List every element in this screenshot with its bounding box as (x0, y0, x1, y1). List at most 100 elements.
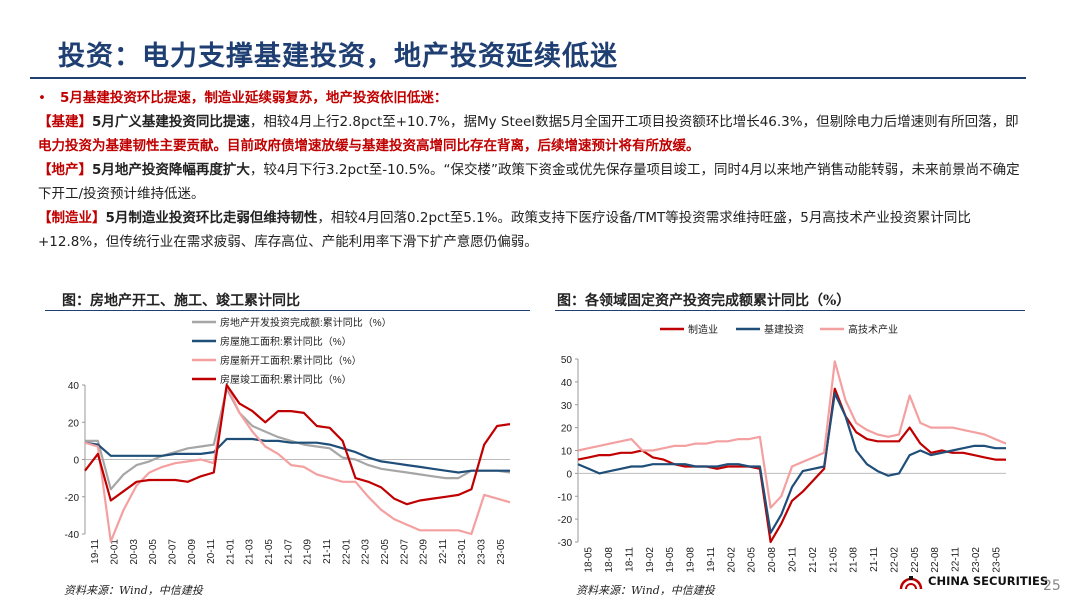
right-chart: -30 -20 -10 0 10 20 30 40 50 18-05 18-08 18-11 19-02… (558, 323, 1007, 573)
x-tick-label: 20-05 (747, 547, 758, 573)
mfg-tag: 【制造业】 (38, 210, 106, 226)
y-tick-label: -40 (65, 530, 80, 541)
x-tick-label: 21-08 (849, 547, 860, 573)
estate-head: 5月地产投资降幅再度扩大 (92, 162, 250, 178)
x-tick-label: 18-11 (624, 547, 635, 572)
x-tick-label: 20-07 (167, 539, 178, 565)
x-tick-label: 22-11 (438, 539, 449, 564)
x-tick-label: 20-01 (109, 539, 120, 565)
x-tick-label: 23-01 (457, 539, 468, 565)
infra-tag: 【基建】 (38, 114, 92, 130)
slide-title: 投资：电力支撑基建投资，地产投资延续低迷 (58, 41, 618, 72)
legend-label-2: 基建投资 (764, 323, 804, 336)
legend-label-3: 高技术产业 (848, 323, 898, 336)
logo-mark-icon (898, 570, 924, 592)
x-tick-label: 21-05 (828, 547, 839, 573)
y-tick-label: 40 (561, 378, 573, 389)
bullet: • (38, 90, 46, 106)
estate-text: ，较4月下行3.2pct至-10.5%。“保交楼”政策下资金或优先保存量项目竣工… (38, 162, 1020, 202)
x-tick-label: 20-03 (129, 539, 140, 565)
x-tick-label: 22-08 (930, 547, 941, 573)
series-line-1 (577, 387, 1006, 544)
y-tick-label: 40 (68, 381, 80, 392)
legend-label-2: 房屋施工面积:累计同比（%） (220, 335, 352, 348)
x-tick-label: 22-03 (361, 539, 372, 565)
left-chart: -40 -20 0 20 40 19-11 20-01 20-03 20-05 20-07 20-0… (65, 316, 511, 565)
x-tick-label: 22-05 (380, 539, 391, 565)
series-line-4 (84, 383, 511, 506)
series-line-3 (84, 383, 511, 543)
legend-label-1: 房地产开发投资完成额:累计同比（%） (220, 316, 392, 329)
y-tick-label: 30 (561, 401, 573, 412)
x-tick-label: 21-05 (264, 539, 275, 565)
estate-tag: 【地产】 (38, 162, 92, 178)
right-chart-source: 资料来源：Wind，中信建投 (576, 584, 715, 597)
infra-text: ，相较4月上行2.8pct至+10.7%，据My Steel数据5月全国开工项目… (249, 114, 1019, 130)
legend-label-4: 房屋竣工面积:累计同比（%） (220, 373, 352, 386)
right-chart-caption: 图：各领域固定资产投资完成额累计同比（%） (557, 293, 851, 309)
x-tick-label: 18-05 (584, 547, 595, 573)
x-tick-label: 19-08 (686, 547, 697, 573)
x-tick-label: 22-05 (910, 547, 921, 573)
lead-line: • 5月基建投资环比提速，制造业延续弱复苏，地产投资依旧低迷： (38, 86, 1023, 110)
x-tick-label: 22-09 (419, 539, 430, 565)
series-line-2 (577, 392, 1006, 534)
y-tick-label: -30 (558, 538, 573, 549)
y-tick-label: -20 (65, 493, 80, 504)
x-tick-label: 22-01 (341, 539, 352, 565)
estate-paragraph: 【地产】5月地产投资降幅再度扩大，较4月下行3.2pct至-10.5%。“保交楼… (38, 158, 1023, 206)
summary-text: • 5月基建投资环比提速，制造业延续弱复苏，地产投资依旧低迷： 【基建】5月广义基… (38, 86, 1023, 254)
mfg-text: ，相较4月回落0.2pct至5.1%。政策支持下医疗设备/TMT等投资需求维持旺… (38, 210, 971, 250)
infra-head: 5月广义基建投资同比提速 (92, 114, 250, 130)
infra-paragraph: 【基建】5月广义基建投资同比提速，相较4月上行2.8pct至+10.7%，据My… (38, 110, 1023, 158)
company-logo: CHINA SECURITIES (898, 570, 1048, 592)
y-tick-label: 20 (68, 418, 80, 429)
x-tick-label: 18-08 (604, 547, 615, 573)
series-line-2 (84, 437, 510, 474)
mfg-head: 5月制造业投资环比走弱但维持韧性 (105, 210, 318, 226)
legend-label-3: 房屋新开工面积:累计同比（%） (220, 354, 362, 367)
x-tick-label: 23-05 (496, 539, 507, 565)
lead-text: 5月基建投资环比提速，制造业延续弱复苏，地产投资依旧低迷： (59, 90, 448, 106)
y-tick-label: 20 (561, 424, 573, 435)
x-tick-label: 22-07 (399, 539, 410, 565)
y-tick-label: 0 (566, 469, 572, 480)
y-tick-label: 50 (561, 355, 573, 366)
x-tick-label: 21-03 (245, 539, 256, 565)
infra-highlight: 电力投资为基建韧性主要贡献。目前政府债增速放缓与基建投资高增同比存在背离，后续增… (38, 138, 700, 154)
series-line-3 (577, 360, 1007, 509)
x-tick-label: 20-11 (206, 539, 217, 564)
x-tick-label: 21-07 (283, 539, 294, 565)
x-tick-label: 19-05 (665, 547, 676, 573)
page-number: 25 (1043, 578, 1061, 594)
x-tick-label: 20-11 (788, 547, 799, 572)
x-tick-label: 21-02 (808, 547, 819, 573)
y-tick-label: -10 (558, 492, 573, 503)
x-tick-label: 23-03 (477, 539, 488, 565)
x-tick-label: 19-02 (645, 547, 656, 573)
y-tick-label: 0 (73, 456, 79, 467)
x-tick-label: 21-09 (303, 539, 314, 565)
mfg-paragraph: 【制造业】5月制造业投资环比走弱但维持韧性，相较4月回落0.2pct至5.1%。… (38, 206, 1023, 254)
x-tick-label: 20-05 (148, 539, 159, 565)
left-chart-source: 资料来源：Wind，中信建投 (64, 584, 203, 597)
x-tick-label: 20-08 (767, 547, 778, 573)
x-tick-label: 22-11 (951, 547, 962, 572)
logo-text: CHINA SECURITIES (928, 574, 1049, 588)
x-tick-label: 19-11 (706, 547, 717, 572)
left-chart-caption: 图：房地产开工、施工、竣工累计同比 (62, 293, 300, 309)
x-tick-label: 21-11 (322, 539, 333, 564)
x-tick-label: 23-05 (991, 547, 1002, 573)
left-chart-divider (45, 310, 530, 311)
y-tick-label: 10 (561, 447, 573, 458)
x-tick-label: 23-02 (971, 547, 982, 573)
x-tick-label: 20-09 (187, 539, 198, 565)
legend-label-1: 制造业 (688, 323, 718, 336)
x-tick-label: 22-02 (889, 547, 900, 573)
y-tick-label: -20 (558, 515, 573, 526)
right-chart-divider (555, 310, 1025, 311)
x-tick-label: 21-01 (225, 539, 236, 565)
x-tick-label: 21-11 (869, 547, 880, 572)
x-tick-label: 20-02 (726, 547, 737, 573)
x-tick-label: 19-11 (90, 539, 101, 564)
